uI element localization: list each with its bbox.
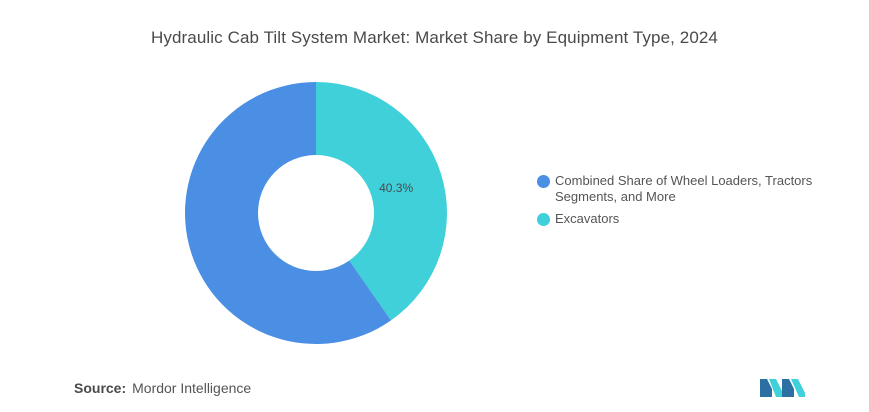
legend-swatch-excavators	[537, 213, 550, 226]
source-value: Mordor Intelligence	[132, 380, 252, 396]
mordor-intelligence-logo-icon	[760, 375, 806, 402]
slice-excavators	[316, 82, 447, 321]
chart-title: Hydraulic Cab Tilt System Market: Market…	[151, 28, 718, 47]
source-note: Source: Mordor Intelligence	[74, 380, 251, 396]
legend-swatch-combined	[537, 175, 550, 188]
chart-legend: Combined Share of Wheel Loaders, Tractor…	[537, 173, 837, 233]
legend-item-excavators: Excavators	[537, 211, 837, 227]
source-label: Source:	[74, 380, 127, 396]
slice-labels: 40.3%	[379, 181, 413, 195]
legend-label-excavators: Excavators	[555, 211, 620, 226]
legend-item-combined: Combined Share of Wheel Loaders, Tractor…	[537, 173, 837, 205]
legend-label-combined: Combined Share of Wheel Loaders, Tractor…	[555, 173, 813, 204]
slice-label-excavators: 40.3%	[379, 181, 413, 195]
donut-hole	[258, 155, 374, 271]
